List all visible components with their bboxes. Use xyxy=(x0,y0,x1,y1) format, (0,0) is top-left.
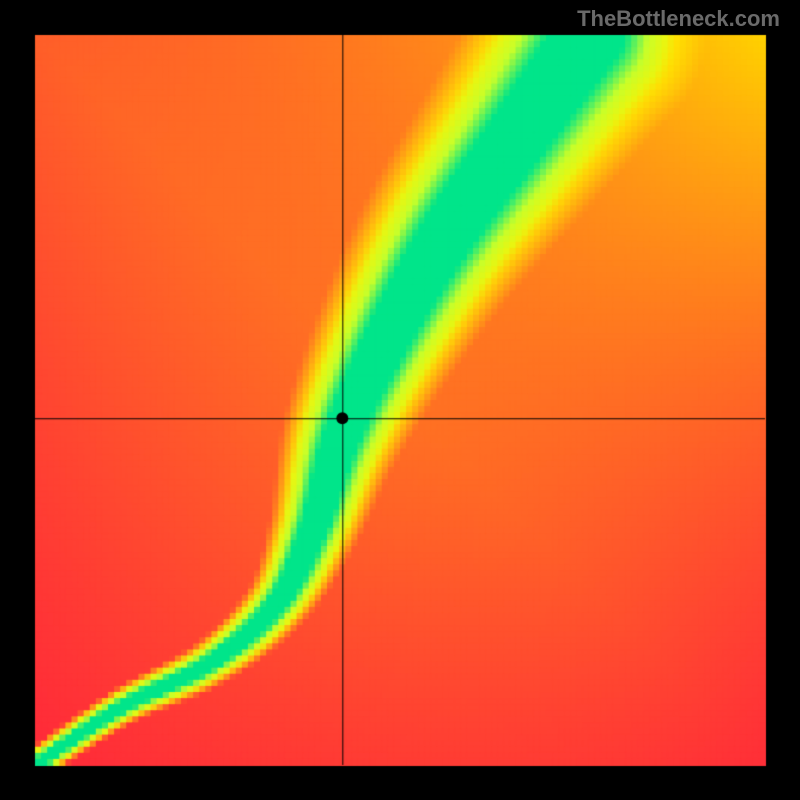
bottleneck-heatmap-chart xyxy=(0,0,800,800)
watermark-text: TheBottleneck.com xyxy=(577,6,780,32)
